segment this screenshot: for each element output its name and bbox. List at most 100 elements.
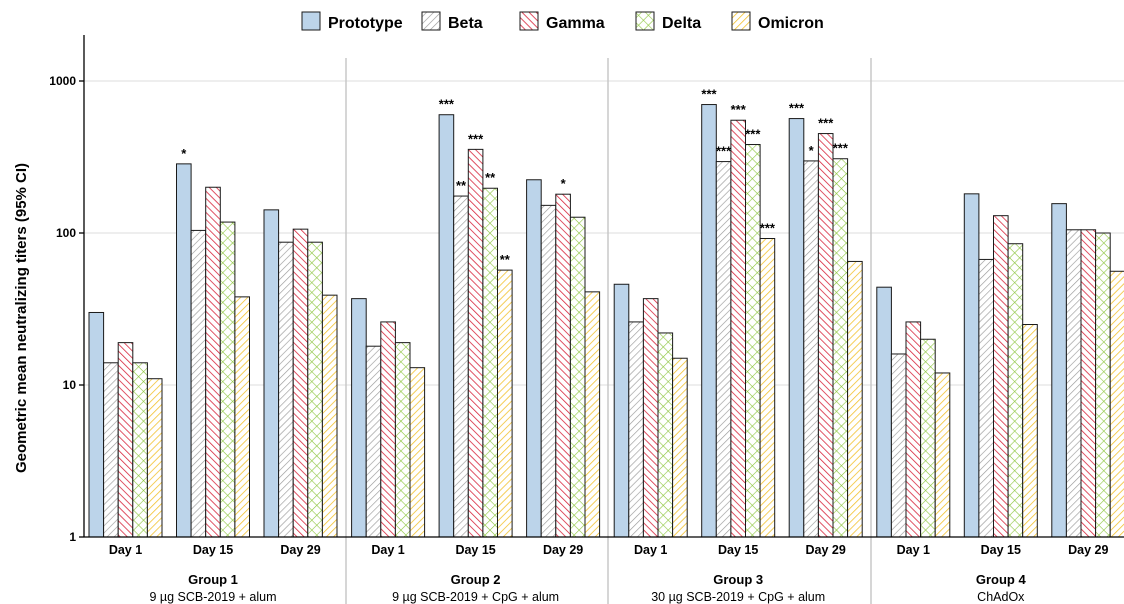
bar-beta [540, 204, 557, 538]
significance-label: *** [760, 221, 776, 236]
bars [88, 104, 1124, 538]
bar-beta [803, 160, 819, 538]
day-label: Day 1 [109, 543, 142, 557]
y-tick-label: 10 [63, 378, 77, 392]
significance-labels: *************************************** [181, 87, 849, 268]
group-separators [345, 58, 872, 604]
bar-prototype [613, 283, 630, 538]
bar-gamma [730, 119, 747, 538]
significance-label: *** [818, 116, 834, 131]
y-tick-label: 1 [69, 530, 76, 544]
significance-label: * [561, 176, 567, 191]
bar-gamma [905, 321, 922, 538]
legend: Prototype Beta Gamma Delta Omicron [301, 11, 824, 32]
bar-delta [1007, 243, 1024, 538]
significance-label: ** [456, 178, 467, 193]
legend-swatch-prototype [301, 11, 321, 31]
bar-prototype [88, 311, 105, 538]
significance-label: * [181, 146, 187, 161]
significance-label: * [809, 143, 815, 158]
day-label: Day 1 [897, 543, 930, 557]
bar-prototype [788, 118, 805, 538]
bar-delta [745, 144, 761, 538]
legend-swatch-beta [421, 11, 441, 31]
significance-label: *** [468, 131, 484, 146]
bar-gamma [292, 228, 309, 538]
bar-omicron [321, 294, 338, 538]
bar-omicron [672, 357, 688, 538]
y-tick-label: 100 [56, 226, 76, 240]
bar-delta [657, 332, 674, 538]
group-label: Group 4 [976, 572, 1027, 587]
bar-beta [453, 195, 469, 538]
bar-omicron [146, 378, 163, 538]
bar-omicron [1109, 270, 1124, 538]
group-label: Group 1 [188, 572, 238, 587]
bar-gamma [1080, 229, 1097, 538]
bar-omicron [1022, 324, 1038, 538]
significance-label: *** [701, 87, 717, 102]
day-label: Day 29 [806, 543, 846, 557]
bar-gamma [993, 215, 1009, 538]
group-subtitle: 30 µg SCB-2019 + CpG + alum [651, 590, 825, 604]
day-label: Day 15 [718, 543, 758, 557]
bar-omicron [759, 238, 776, 538]
bar-omicron [497, 269, 513, 538]
significance-label: *** [789, 101, 805, 116]
bar-beta [715, 161, 732, 538]
day-label: Day 15 [193, 543, 233, 557]
bar-beta [278, 241, 294, 538]
day-label: Day 29 [543, 543, 583, 557]
group-subtitle: 9 µg SCB-2019 + CpG + alum [392, 590, 559, 604]
bar-gamma [555, 193, 571, 538]
axes [83, 35, 1124, 538]
bar-prototype [263, 209, 280, 538]
bar-beta [1065, 229, 1082, 538]
bar-beta [628, 321, 644, 538]
legend-label: Omicron [758, 15, 824, 32]
group-subtitle: ChAdOx [977, 590, 1025, 604]
bar-delta [132, 362, 148, 538]
legend-label: Beta [448, 15, 483, 32]
group-subtitle: 9 µg SCB-2019 + alum [149, 590, 276, 604]
day-label: Day 29 [280, 543, 320, 557]
bar-beta [890, 353, 907, 538]
bar-gamma [642, 298, 659, 538]
legend-swatch-delta [635, 11, 655, 31]
x-axis-labels: Day 1 Day 15 Day 29 Group 1 9 µg SCB-2019 + … [109, 543, 1109, 604]
bar-gamma [117, 342, 134, 538]
bar-delta [219, 221, 236, 538]
day-label: Day 15 [981, 543, 1021, 557]
legend-label: Prototype [328, 15, 403, 32]
bar-beta [190, 229, 207, 538]
legend-label: Delta [662, 15, 701, 32]
group-label: Group 2 [451, 572, 501, 587]
bar-beta [103, 362, 119, 538]
legend-swatch-omicron [731, 11, 751, 31]
bar-delta [569, 216, 586, 538]
y-axis-label: Geometric mean neutralizing titers (95% … [13, 163, 30, 473]
day-label: Day 29 [1068, 543, 1108, 557]
bar-omicron [934, 372, 951, 538]
bar-gamma [205, 186, 221, 538]
bar-omicron [234, 296, 250, 538]
bar-prototype [351, 298, 367, 538]
day-label: Day 1 [371, 543, 404, 557]
bar-beta [978, 258, 995, 538]
bar-prototype [701, 104, 717, 538]
y-tick-label: 1000 [49, 74, 76, 88]
group-label: Group 3 [713, 572, 763, 587]
significance-label: ** [485, 170, 496, 185]
gridlines [84, 80, 1124, 386]
bar-delta [920, 338, 936, 538]
bar-prototype [876, 286, 892, 538]
significance-label: *** [439, 97, 455, 112]
bar-omicron [584, 291, 601, 538]
bar-gamma [817, 133, 834, 538]
bar-gamma [380, 321, 396, 538]
bar-prototype [963, 193, 980, 538]
bar-omicron [409, 367, 426, 538]
significance-label: *** [716, 144, 732, 159]
bar-prototype [526, 179, 542, 538]
